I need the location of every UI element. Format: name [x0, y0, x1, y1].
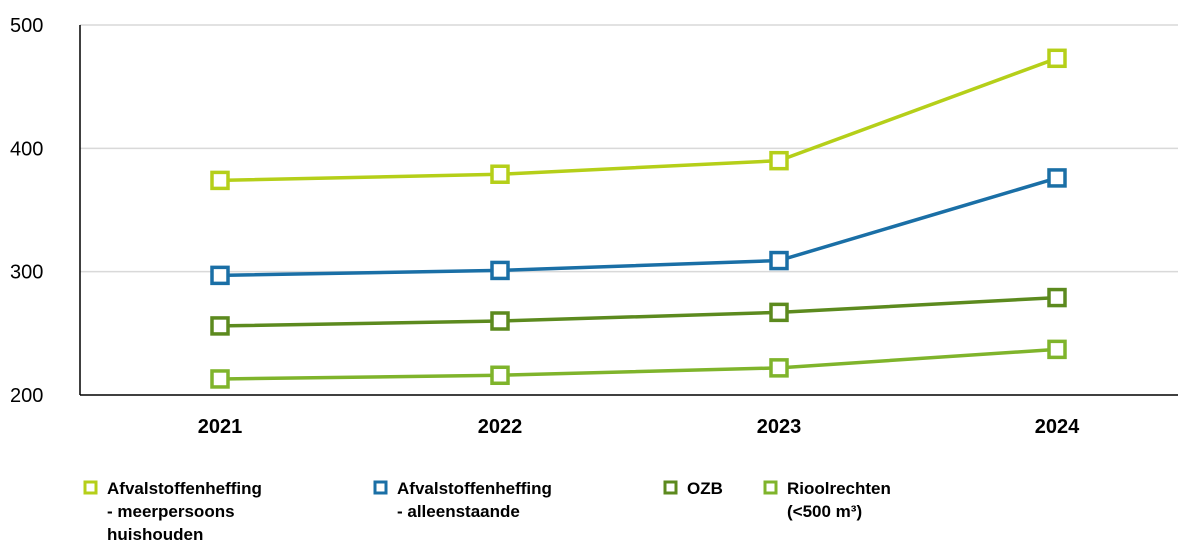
point-2-2	[769, 302, 789, 323]
x-tick-label-0: 2021	[198, 416, 243, 438]
point-1-2	[769, 250, 789, 271]
legend: Afvalstoffenheffing - meerpersoons huishou…	[83, 479, 891, 544]
series-3	[210, 339, 1067, 389]
point-2-1	[490, 311, 510, 331]
legend-marker-0	[83, 480, 98, 495]
point-2-0	[210, 316, 230, 336]
x-tick-label-3: 2024	[1035, 416, 1080, 438]
legend-item-1: Afvalstoffenheffing - alleenstaande	[373, 479, 552, 521]
series-group	[210, 48, 1067, 389]
point-0-0	[210, 170, 230, 191]
legend-label-2: OZB	[687, 479, 723, 498]
gridlines	[80, 24, 1178, 273]
x-tick-label-1: 2022	[478, 416, 523, 438]
series-line-1	[219, 176, 1058, 278]
point-3-2	[769, 358, 789, 378]
legend-marker-3	[763, 480, 778, 495]
point-1-3	[1047, 168, 1067, 188]
point-2-3	[1047, 287, 1067, 308]
y-axis-ticks: 200 300 400 500	[10, 15, 43, 407]
y-tick-label-0: 200	[10, 385, 43, 407]
legend-marker-2	[663, 480, 678, 495]
legend-marker-1	[373, 480, 388, 495]
series-1	[210, 168, 1067, 286]
series-2	[210, 287, 1067, 336]
point-0-1	[490, 164, 510, 184]
legend-item-3: Rioolrechten (<500 m³)	[763, 479, 891, 521]
point-3-0	[210, 369, 230, 389]
point-1-1	[490, 260, 510, 281]
y-tick-label-3: 500	[10, 15, 43, 37]
y-tick-label-2: 400	[10, 138, 43, 160]
series-line-2	[219, 295, 1058, 328]
series-line-0	[219, 56, 1058, 183]
legend-label-0: Afvalstoffenheffing - meerpersoons huishou…	[107, 479, 262, 544]
point-0-3	[1047, 48, 1067, 69]
legend-item-2: OZB	[663, 479, 723, 498]
x-tick-label-2: 2023	[757, 416, 802, 438]
point-3-1	[490, 365, 510, 386]
axes	[79, 25, 1178, 396]
legend-label-1: Afvalstoffenheffing - alleenstaande	[397, 479, 552, 521]
y-tick-label-1: 300	[10, 262, 43, 284]
series-line-3	[219, 347, 1058, 381]
legend-label-3: Rioolrechten (<500 m³)	[787, 479, 891, 521]
point-1-0	[210, 265, 230, 286]
point-0-2	[769, 150, 789, 171]
legend-item-0: Afvalstoffenheffing - meerpersoons huishou…	[83, 479, 262, 544]
series-0	[210, 48, 1067, 191]
point-3-3	[1047, 339, 1067, 360]
x-axis-ticks: 2021 2022 2023 2024	[198, 416, 1080, 438]
